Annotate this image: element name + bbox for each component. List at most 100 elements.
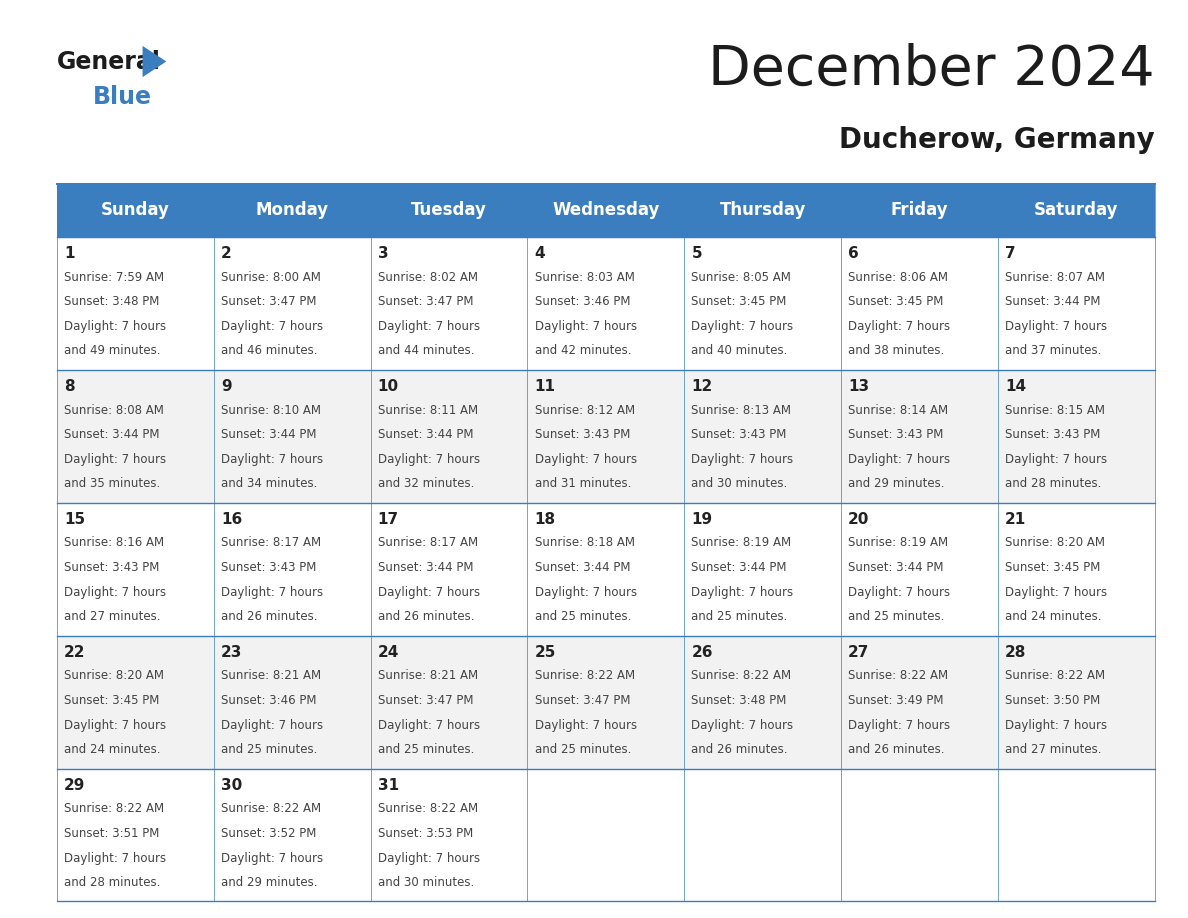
Text: Daylight: 7 hours: Daylight: 7 hours xyxy=(221,852,323,865)
Text: Sunrise: 8:07 AM: Sunrise: 8:07 AM xyxy=(1005,271,1105,284)
Bar xyxy=(841,768,998,901)
Text: Sunrise: 8:17 AM: Sunrise: 8:17 AM xyxy=(221,536,321,550)
Text: Daylight: 7 hours: Daylight: 7 hours xyxy=(535,453,637,465)
Text: and 35 minutes.: and 35 minutes. xyxy=(64,477,160,490)
Text: Sunset: 3:52 PM: Sunset: 3:52 PM xyxy=(221,827,316,840)
Text: Sunrise: 8:22 AM: Sunrise: 8:22 AM xyxy=(221,802,321,815)
Text: Sunset: 3:44 PM: Sunset: 3:44 PM xyxy=(378,561,473,574)
Text: Sunset: 3:48 PM: Sunset: 3:48 PM xyxy=(691,694,786,707)
Text: 6: 6 xyxy=(848,246,859,261)
Text: Daylight: 7 hours: Daylight: 7 hours xyxy=(378,586,480,599)
Text: 9: 9 xyxy=(221,379,232,394)
Text: 27: 27 xyxy=(848,644,870,660)
Text: Sunrise: 8:22 AM: Sunrise: 8:22 AM xyxy=(64,802,164,815)
Text: Sunset: 3:43 PM: Sunset: 3:43 PM xyxy=(221,561,316,574)
Text: 1: 1 xyxy=(64,246,75,261)
Text: Sunrise: 8:03 AM: Sunrise: 8:03 AM xyxy=(535,271,634,284)
Text: Sunrise: 8:22 AM: Sunrise: 8:22 AM xyxy=(691,669,791,682)
Text: Sunrise: 8:02 AM: Sunrise: 8:02 AM xyxy=(378,271,478,284)
Text: Daylight: 7 hours: Daylight: 7 hours xyxy=(848,453,950,465)
Text: and 25 minutes.: and 25 minutes. xyxy=(378,744,474,756)
Text: Sunset: 3:44 PM: Sunset: 3:44 PM xyxy=(535,561,630,574)
Bar xyxy=(998,635,1155,768)
Bar xyxy=(371,635,527,768)
Text: Daylight: 7 hours: Daylight: 7 hours xyxy=(535,319,637,333)
Text: Sunrise: 7:59 AM: Sunrise: 7:59 AM xyxy=(64,271,164,284)
Bar xyxy=(998,370,1155,503)
Text: Sunset: 3:44 PM: Sunset: 3:44 PM xyxy=(378,428,473,442)
Text: Sunrise: 8:00 AM: Sunrise: 8:00 AM xyxy=(221,271,321,284)
Text: and 25 minutes.: and 25 minutes. xyxy=(691,610,788,623)
Bar xyxy=(214,370,371,503)
Text: 17: 17 xyxy=(378,512,399,527)
Bar xyxy=(998,768,1155,901)
Text: Sunset: 3:43 PM: Sunset: 3:43 PM xyxy=(691,428,786,442)
Bar xyxy=(527,503,684,635)
Text: and 26 minutes.: and 26 minutes. xyxy=(221,610,317,623)
Text: 19: 19 xyxy=(691,512,713,527)
Text: Sunrise: 8:15 AM: Sunrise: 8:15 AM xyxy=(1005,404,1105,417)
Text: 14: 14 xyxy=(1005,379,1026,394)
Text: and 38 minutes.: and 38 minutes. xyxy=(848,344,944,357)
Bar xyxy=(684,237,841,370)
Bar xyxy=(998,503,1155,635)
Bar xyxy=(57,503,214,635)
Text: Sunrise: 8:21 AM: Sunrise: 8:21 AM xyxy=(221,669,321,682)
Bar xyxy=(527,635,684,768)
Text: 15: 15 xyxy=(64,512,86,527)
Text: Sunrise: 8:22 AM: Sunrise: 8:22 AM xyxy=(535,669,634,682)
Text: and 24 minutes.: and 24 minutes. xyxy=(1005,610,1101,623)
Text: Sunset: 3:47 PM: Sunset: 3:47 PM xyxy=(378,694,473,707)
Text: and 25 minutes.: and 25 minutes. xyxy=(535,610,631,623)
Text: and 26 minutes.: and 26 minutes. xyxy=(378,610,474,623)
Text: Sunset: 3:47 PM: Sunset: 3:47 PM xyxy=(378,296,473,308)
Text: Saturday: Saturday xyxy=(1034,201,1119,219)
Text: Daylight: 7 hours: Daylight: 7 hours xyxy=(378,453,480,465)
Text: Sunset: 3:45 PM: Sunset: 3:45 PM xyxy=(1005,561,1100,574)
Text: and 26 minutes.: and 26 minutes. xyxy=(691,744,788,756)
Text: and 30 minutes.: and 30 minutes. xyxy=(691,477,788,490)
Text: Daylight: 7 hours: Daylight: 7 hours xyxy=(848,586,950,599)
Text: Sunset: 3:46 PM: Sunset: 3:46 PM xyxy=(535,296,630,308)
Text: 11: 11 xyxy=(535,379,556,394)
Text: Daylight: 7 hours: Daylight: 7 hours xyxy=(1005,319,1107,333)
Bar xyxy=(57,768,214,901)
Text: Sunset: 3:49 PM: Sunset: 3:49 PM xyxy=(848,694,943,707)
Text: Sunrise: 8:20 AM: Sunrise: 8:20 AM xyxy=(1005,536,1105,550)
Text: Sunset: 3:47 PM: Sunset: 3:47 PM xyxy=(221,296,316,308)
Bar xyxy=(527,768,684,901)
Text: Tuesday: Tuesday xyxy=(411,201,487,219)
Text: 18: 18 xyxy=(535,512,556,527)
Text: and 44 minutes.: and 44 minutes. xyxy=(378,344,474,357)
Text: Sunrise: 8:20 AM: Sunrise: 8:20 AM xyxy=(64,669,164,682)
Text: Sunset: 3:43 PM: Sunset: 3:43 PM xyxy=(535,428,630,442)
Text: Sunset: 3:43 PM: Sunset: 3:43 PM xyxy=(64,561,159,574)
Text: and 32 minutes.: and 32 minutes. xyxy=(378,477,474,490)
Text: 3: 3 xyxy=(378,246,388,261)
Text: 29: 29 xyxy=(64,778,86,793)
Text: Sunrise: 8:19 AM: Sunrise: 8:19 AM xyxy=(848,536,948,550)
Text: Sunrise: 8:22 AM: Sunrise: 8:22 AM xyxy=(1005,669,1105,682)
Text: 25: 25 xyxy=(535,644,556,660)
Text: Daylight: 7 hours: Daylight: 7 hours xyxy=(378,852,480,865)
Text: Sunset: 3:51 PM: Sunset: 3:51 PM xyxy=(64,827,159,840)
Text: Daylight: 7 hours: Daylight: 7 hours xyxy=(64,852,166,865)
Text: Sunrise: 8:08 AM: Sunrise: 8:08 AM xyxy=(64,404,164,417)
Text: Sunset: 3:46 PM: Sunset: 3:46 PM xyxy=(221,694,316,707)
Text: Daylight: 7 hours: Daylight: 7 hours xyxy=(1005,586,1107,599)
Text: Sunset: 3:43 PM: Sunset: 3:43 PM xyxy=(848,428,943,442)
Text: December 2024: December 2024 xyxy=(708,43,1155,97)
Bar xyxy=(527,370,684,503)
Text: Daylight: 7 hours: Daylight: 7 hours xyxy=(64,453,166,465)
Text: and 25 minutes.: and 25 minutes. xyxy=(221,744,317,756)
Text: Daylight: 7 hours: Daylight: 7 hours xyxy=(221,319,323,333)
Bar xyxy=(57,184,1155,237)
Text: Sunrise: 8:13 AM: Sunrise: 8:13 AM xyxy=(691,404,791,417)
Text: Sunrise: 8:18 AM: Sunrise: 8:18 AM xyxy=(535,536,634,550)
Text: Daylight: 7 hours: Daylight: 7 hours xyxy=(221,586,323,599)
Text: and 31 minutes.: and 31 minutes. xyxy=(535,477,631,490)
Text: Daylight: 7 hours: Daylight: 7 hours xyxy=(535,719,637,732)
Text: Sunrise: 8:10 AM: Sunrise: 8:10 AM xyxy=(221,404,321,417)
Bar xyxy=(214,237,371,370)
Bar xyxy=(57,237,214,370)
